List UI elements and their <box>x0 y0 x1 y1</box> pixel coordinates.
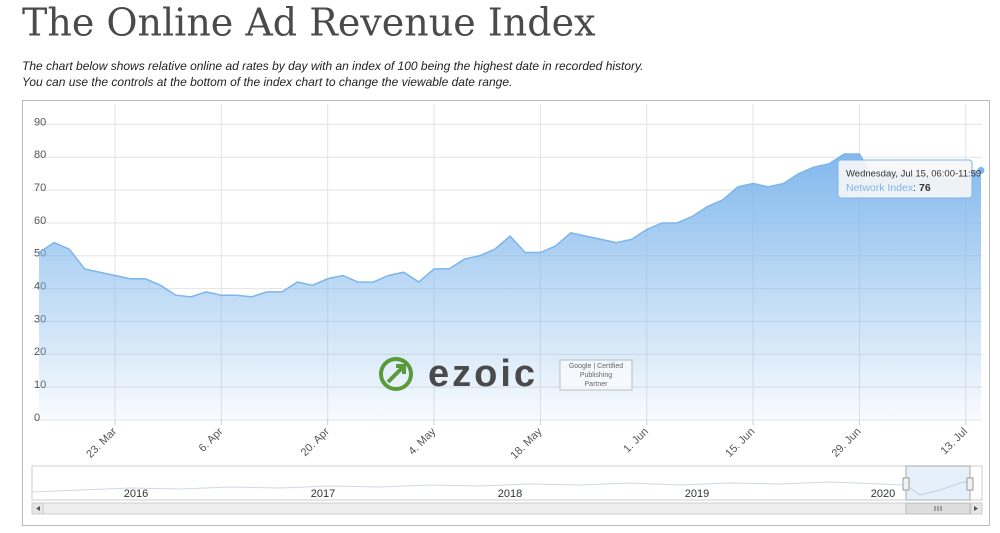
watermark-logo <box>386 364 406 384</box>
y-tick-label: 0 <box>34 412 40 424</box>
watermark-logo <box>379 357 413 391</box>
y-tick-label: 90 <box>34 116 46 128</box>
y-tick-label: 60 <box>34 215 46 227</box>
hover-point <box>976 165 986 175</box>
watermark-badge-text: Partner <box>585 381 609 388</box>
tooltip-part: Network Index <box>846 182 914 194</box>
line <box>38 153 982 298</box>
watermark-badge-text: Google | Certified <box>569 363 623 370</box>
tooltip-part: 76 <box>919 182 931 194</box>
watermark-brand: ezoic <box>428 353 538 395</box>
scrollbar[interactable] <box>31 502 983 515</box>
navigator-year: 2017 <box>311 488 335 500</box>
tooltip-body: Network Index: 76 <box>846 182 931 194</box>
navigator-year: 2016 <box>124 488 148 500</box>
watermark-badge-text: Publishing <box>580 372 612 379</box>
arrow <box>974 506 978 511</box>
tooltip-header: Wednesday, Jul 15, 06:00-11:59 <box>846 169 981 180</box>
navigator-year: 2018 <box>498 488 522 500</box>
navigator[interactable] <box>31 465 983 501</box>
navigator-line <box>31 480 971 496</box>
navigator-year: 2020 <box>871 488 895 500</box>
page-title: The Online Ad Revenue Index <box>22 1 596 45</box>
tooltip-box <box>837 159 973 199</box>
navigator-year: 2019 <box>685 488 709 500</box>
area <box>39 153 981 420</box>
y-tick-label: 80 <box>34 149 46 161</box>
navigator-handle[interactable] <box>966 477 974 491</box>
tooltip-part: : <box>913 182 916 194</box>
watermark-badge <box>559 359 633 391</box>
subtitle: You can use the controls at the bottom o… <box>22 75 512 89</box>
y-tick-label: 70 <box>34 182 46 194</box>
navigator-range[interactable] <box>905 465 971 501</box>
subtitle: The chart below shows relative online ad… <box>22 59 643 73</box>
scrollbar-grip <box>934 506 942 511</box>
tooltip: Wednesday, Jul 15, 06:00-11:59 Network In… <box>837 159 981 199</box>
navigator-handle[interactable] <box>902 477 910 491</box>
watermark: ezoic Google | Certified Publishing Partner <box>379 353 633 395</box>
arrow <box>36 506 40 511</box>
